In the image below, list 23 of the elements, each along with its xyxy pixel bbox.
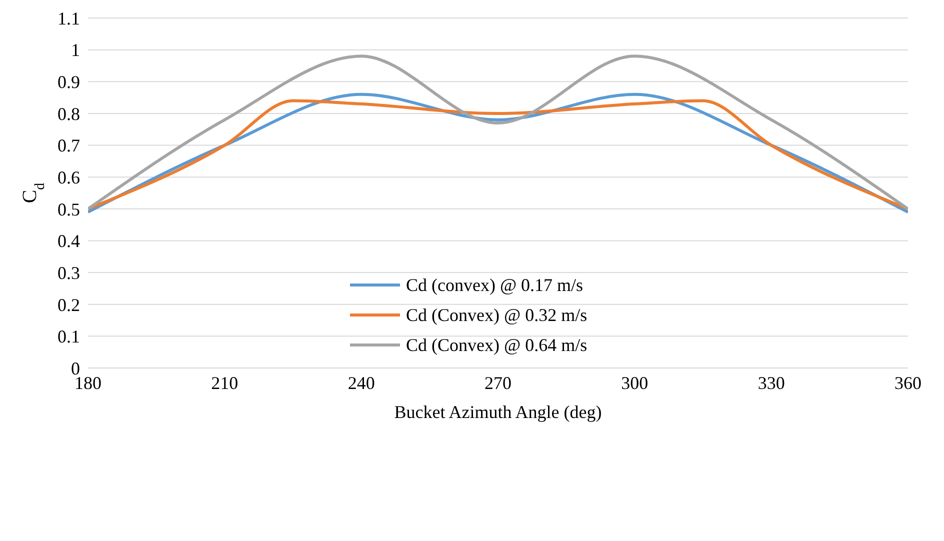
y-tick-label: 0.6 [58, 167, 80, 188]
x-tick-label: 270 [484, 372, 512, 393]
x-axis-title: Bucket Azimuth Angle (deg) [394, 402, 602, 422]
y-tick-label: 0.7 [58, 136, 80, 156]
line-series [88, 54, 908, 210]
legend-label: Cd (Convex) @ 0.32 m/s [406, 304, 588, 326]
x-tick-label: 360 [894, 372, 922, 393]
x-tick-label: 210 [211, 372, 238, 393]
legend-label: Cd (Convex) @ 0.64 m/s [406, 334, 588, 356]
y-tick-label: 0.5 [58, 199, 80, 220]
y-tick-label: 0 [71, 358, 80, 378]
legend-label: Cd (convex) @ 0.17 m/s [406, 274, 584, 296]
y-tick-label: 0.3 [58, 262, 80, 283]
y-tick-label: 0.8 [58, 104, 80, 124]
y-tick-label: 1.1 [58, 8, 80, 28]
x-tick-label: 300 [621, 372, 648, 393]
x-tick-label: 240 [348, 372, 375, 393]
y-tick-label: 1 [71, 40, 80, 60]
y-tick-label: 0.1 [58, 326, 80, 347]
x-tick-label: 330 [758, 372, 785, 393]
y-tick-label: 0.2 [58, 294, 80, 315]
y-tick-label: 0.4 [58, 231, 80, 252]
y-tick-label: 0.9 [58, 72, 80, 92]
